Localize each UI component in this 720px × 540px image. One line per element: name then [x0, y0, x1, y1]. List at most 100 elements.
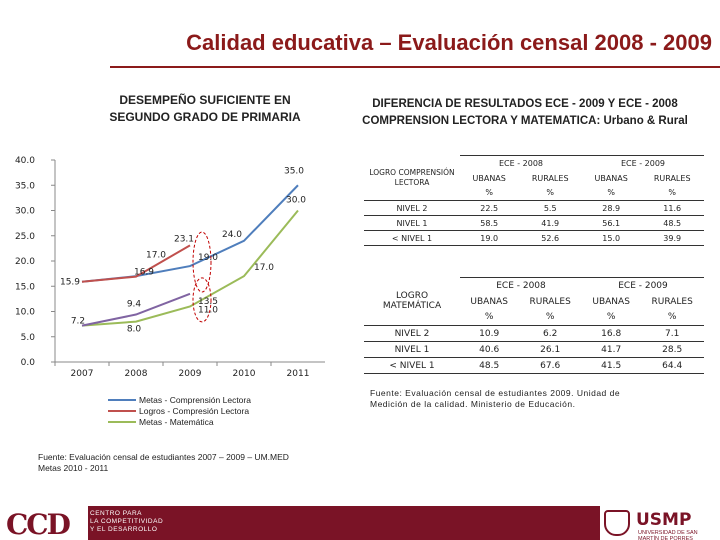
y-tick-label: 0.0: [21, 358, 36, 368]
chart-source-note: Fuente: Evaluación censal de estudiantes…: [38, 452, 338, 474]
table-cell: 41.5: [581, 357, 641, 374]
series-line: [81, 292, 191, 327]
table-cell: 48.5: [640, 215, 704, 231]
table-col-header: UBANAS: [594, 173, 628, 183]
y-tick-label: 30.0: [15, 207, 35, 217]
y-tick-label: 15.0: [15, 282, 35, 292]
legend-swatch: [108, 398, 136, 401]
legend-label: Metas - Comprensión Lectora: [139, 394, 251, 405]
data-label: 17.0: [254, 263, 274, 273]
tables-title-line2: COMPRENSION LECTORA Y MATEMATICA: Urbano…: [362, 115, 688, 127]
x-tick-label: 2011: [287, 369, 310, 379]
legend-swatch: [108, 409, 136, 412]
table-cell: 39.9: [640, 230, 704, 246]
chart-title-line1: DESEMPEÑO SUFICIENTE EN: [119, 93, 291, 107]
table-cell: 40.6: [460, 341, 519, 358]
table-unit: %: [606, 312, 616, 323]
table-group-header: ECE - 2009: [581, 155, 704, 171]
chart-title: DESEMPEÑO SUFICIENTE EN SEGUNDO GRADO DE…: [70, 92, 340, 126]
table-cell: 52.6: [518, 230, 582, 246]
table-row-label: NIVEL 2: [364, 325, 460, 342]
table-cell: 67.6: [518, 357, 582, 374]
tables-title-line1: DIFERENCIA DE RESULTADOS ECE - 2009 Y EC…: [372, 98, 678, 110]
data-label: 30.0: [286, 196, 306, 206]
data-label: 19.0: [198, 253, 218, 263]
y-tick-label: 10.0: [15, 308, 35, 318]
table-unit: %: [545, 312, 555, 323]
highlight-ellipse: [192, 277, 212, 323]
table-unit: %: [667, 312, 677, 323]
table-cell: 16.8: [581, 325, 641, 342]
table-col-header: RURALES: [529, 296, 571, 307]
legend-item: Metas - Comprensión Lectora: [108, 394, 251, 405]
table-cell: 41.9: [518, 215, 582, 231]
y-tick-label: 35.0: [15, 181, 35, 191]
table-row-header: LOGRO COMPRENSIÓN LECTORA: [369, 167, 455, 187]
data-label: 13.5: [198, 297, 218, 307]
table-cell: 19.0: [460, 230, 519, 246]
table-unit: %: [668, 188, 676, 198]
legend-swatch: [108, 420, 136, 423]
table-cell: 41.7: [581, 341, 641, 358]
line-chart: 0.0 5.0 10.0 15.0 20.0 25.0 30.0 35.0 40.0 2007 20…: [15, 156, 325, 379]
data-label: 24.0: [222, 230, 242, 240]
table-row-label: < NIVEL 1: [364, 230, 460, 246]
table-lectora: LOGRO COMPRENSIÓN LECTORA ECE - 2008 ECE…: [364, 155, 704, 246]
ccd-caption-line: Y EL DESARROLLO: [90, 526, 158, 533]
ccd-caption-line: CENTRO PARA: [90, 510, 142, 517]
usmp-logo: USMP: [636, 510, 692, 530]
table-row: NIVEL 2 22.5 5.5 28.9 11.6: [364, 200, 704, 216]
table-col-header: UBANAS: [470, 296, 508, 307]
ccd-caption-line: LA COMPETITIVIDAD: [90, 518, 164, 525]
source-line: Medición de la calidad. Ministerio de Ed…: [370, 399, 576, 409]
chart-title-line2: SEGUNDO GRADO DE PRIMARIA: [109, 110, 301, 124]
table-unit: %: [546, 188, 554, 198]
table-cell: 11.6: [640, 200, 704, 216]
table-col-header: UBANAS: [472, 173, 506, 183]
legend-item: Metas - Matemática: [108, 416, 251, 427]
table-unit: %: [607, 188, 615, 198]
table-row: < NIVEL 1 48.5 67.6 41.5 64.4: [364, 357, 704, 374]
table-row-label: NIVEL 2: [364, 200, 460, 216]
x-tick-label: 2009: [179, 369, 202, 379]
data-label: 35.0: [284, 166, 304, 176]
ccd-logo: CCD: [6, 508, 71, 540]
table-col-header: RURALES: [651, 296, 693, 307]
table-row: NIVEL 2 10.9 6.2 16.8 7.1: [364, 325, 704, 342]
ccd-logo-box: [0, 506, 88, 540]
table-row-label: NIVEL 1: [364, 215, 460, 231]
ccd-caption: CENTRO PARA LA COMPETITIVIDAD Y EL DESAR…: [90, 510, 163, 534]
table-row: < NIVEL 1 19.0 52.6 15.0 39.9: [364, 230, 704, 246]
table-cell: 7.1: [640, 325, 704, 342]
x-tick-label: 2008: [125, 369, 148, 379]
table-unit: %: [484, 312, 494, 323]
data-label: 11.0: [198, 305, 218, 315]
x-tick-label: 2010: [233, 369, 256, 379]
source-line: Fuente: Evaluación censal de estudiantes…: [370, 388, 621, 398]
table-cell: 6.2: [518, 325, 582, 342]
highlight-ellipse: [192, 231, 212, 293]
data-label: 8.0: [127, 325, 142, 335]
y-tick-label: 20.0: [15, 257, 35, 267]
table-cell: 48.5: [460, 357, 519, 374]
table-col-header: UBANAS: [592, 296, 630, 307]
tables-source-note: Fuente: Evaluación censal de estudiantes…: [370, 388, 630, 410]
table-row-label: NIVEL 1: [364, 341, 460, 358]
table-col-header: RURALES: [531, 173, 569, 183]
usmp-subtitle: UNIVERSIDAD DE SAN MARTÍN DE PORRES: [638, 530, 698, 540]
table-cell: 10.9: [460, 325, 519, 342]
series-line: [81, 244, 191, 283]
table-cell: 15.0: [581, 230, 641, 246]
data-label: 23.1: [174, 234, 194, 244]
title-divider: [110, 66, 720, 68]
chart-legend: Metas - Comprensión Lectora Logros - Com…: [108, 394, 251, 427]
x-tick-label: 2007: [71, 369, 94, 379]
data-label: 16.9: [134, 268, 154, 278]
table-row-label: < NIVEL 1: [364, 357, 460, 374]
table-row-header: LOGRO MATEMÁTICA: [382, 291, 442, 312]
table-cell: 64.4: [640, 357, 704, 374]
legend-label: Logros - Compresión Lectora: [139, 405, 250, 416]
table-unit: %: [485, 188, 493, 198]
usmp-crest-icon: [604, 510, 630, 536]
y-tick-label: 40.0: [15, 156, 35, 166]
